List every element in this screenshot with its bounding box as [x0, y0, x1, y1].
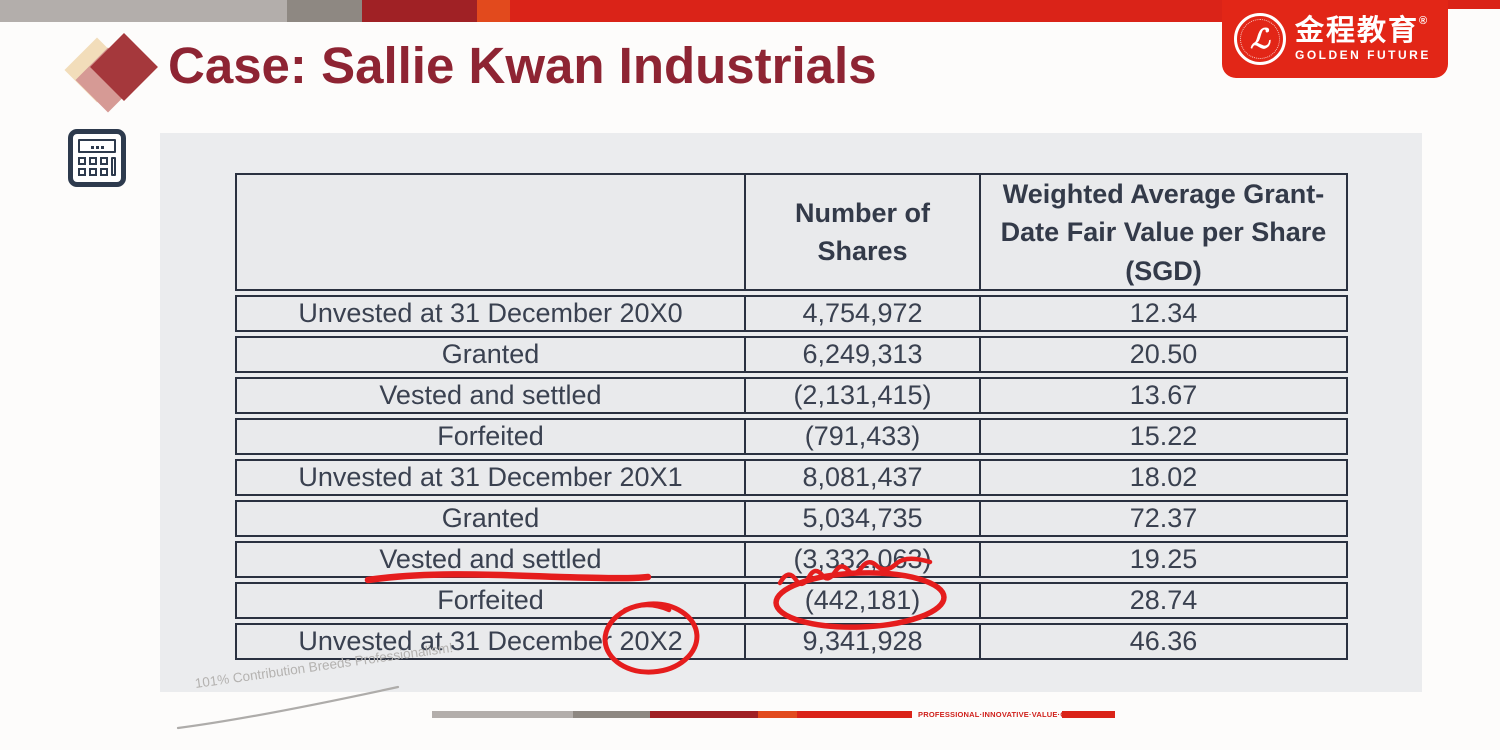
row-shares: 6,249,313 [744, 338, 979, 371]
footer-tagline: PROFESSIONAL·INNOVATIVE·VALUE·CREATING [918, 710, 1101, 719]
table-row: Granted 5,034,735 72.37 [235, 500, 1348, 537]
bottom-bar-segment-gray-dark [573, 711, 650, 718]
row-fair-value: 18.02 [979, 461, 1346, 494]
top-bar-segment-dark-red [362, 0, 477, 22]
header-blank-cell [237, 175, 744, 290]
page-title: Case: Sallie Kwan Industrials [168, 37, 877, 94]
row-fair-value: 28.74 [979, 584, 1346, 617]
calculator-enter-key [111, 157, 116, 176]
row-shares: 9,341,928 [744, 625, 979, 658]
row-fair-value: 72.37 [979, 502, 1346, 535]
logo-seal-icon: ℒ [1234, 13, 1286, 65]
row-label: Forfeited [437, 421, 544, 452]
table-row: Forfeited (791,433) 15.22 [235, 418, 1348, 455]
top-bar-segment-gray-light [0, 0, 287, 22]
row-fair-value: 15.22 [979, 420, 1346, 453]
top-accent-bar [0, 0, 1500, 22]
top-bar-segment-gray-dark [287, 0, 362, 22]
row-shares: 4,754,972 [744, 297, 979, 330]
row-label: Granted [441, 339, 540, 370]
bottom-bar-segment-red-left [797, 711, 912, 718]
row-label: Vested and settled [379, 544, 602, 575]
golden-future-logo: ℒ 金程教育® GOLDEN FUTURE [1222, 0, 1448, 78]
table-row: Vested and settled (2,131,415) 13.67 [235, 377, 1348, 414]
bottom-bar-segment-orange [758, 711, 797, 718]
table-header-row: Number of Shares Weighted Average Grant-… [235, 173, 1348, 291]
table-row: Unvested at 31 December 20X0 4,754,972 1… [235, 295, 1348, 332]
table-row: Granted 6,249,313 20.50 [235, 336, 1348, 373]
table-row: Forfeited (442,181) 28.74 [235, 582, 1348, 619]
row-label: Granted [441, 503, 540, 534]
header-number-of-shares: Number of Shares [744, 175, 979, 290]
logo-seal-letter: ℒ [1250, 23, 1270, 54]
table-row: Vested and settled (3,332,063) 19.25 [235, 541, 1348, 578]
calculator-icon [68, 129, 126, 187]
logo-chinese-name: 金程教育® [1295, 14, 1430, 47]
row-shares: (2,131,415) [744, 379, 979, 412]
calculator-keys [78, 157, 108, 176]
bottom-bar-segment-red-right [1062, 711, 1115, 718]
row-fair-value: 46.36 [979, 625, 1346, 658]
row-fair-value: 20.50 [979, 338, 1346, 371]
row-shares: (791,433) [744, 420, 979, 453]
watermark-swoosh-icon [176, 685, 400, 730]
row-shares: 8,081,437 [744, 461, 979, 494]
top-bar-right-sliver [1448, 0, 1500, 9]
row-label: Vested and settled [379, 380, 602, 411]
top-bar-segment-red [510, 0, 1448, 22]
row-shares: (3,332,063) [744, 543, 979, 576]
row-fair-value: 12.34 [979, 297, 1346, 330]
calculator-screen [78, 139, 116, 153]
logo-english-name: GOLDEN FUTURE [1295, 48, 1431, 63]
bottom-bar-segment-gray-light [432, 711, 573, 718]
row-shares: 5,034,735 [744, 502, 979, 535]
logo-registered-mark: ® [1419, 14, 1430, 27]
row-label: Unvested at 31 December 20X1 [298, 462, 683, 493]
row-fair-value: 19.25 [979, 543, 1346, 576]
top-bar-segment-orange [477, 0, 510, 22]
row-label: Unvested at 31 December 20X0 [298, 298, 683, 329]
row-shares: (442,181) [744, 584, 979, 617]
bottom-accent-bar: PROFESSIONAL·INNOVATIVE·VALUE·CREATING [0, 710, 1500, 719]
row-label: Unvested at 31 December 20X2 [298, 626, 683, 657]
row-label: Forfeited [437, 585, 544, 616]
bottom-bar-segment-dark-red [650, 711, 758, 718]
logo-text: 金程教育® GOLDEN FUTURE [1295, 14, 1431, 63]
header-weighted-average-fair-value: Weighted Average Grant- Date Fair Value … [979, 175, 1346, 290]
row-fair-value: 13.67 [979, 379, 1346, 412]
table-row: Unvested at 31 December 20X1 8,081,437 1… [235, 459, 1348, 496]
shares-table: Number of Shares Weighted Average Grant-… [235, 173, 1348, 660]
